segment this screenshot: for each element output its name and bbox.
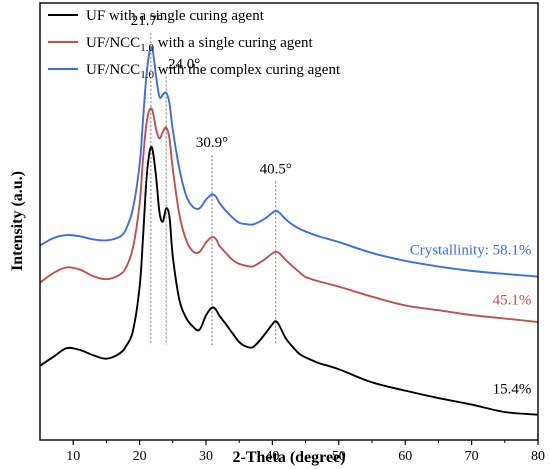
annotations: 21.7° 24.0° 30.9° 40.5° Crystallinity: 58.1%… (131, 13, 532, 398)
series-line-2 (39, 46, 539, 278)
series-line-1 (39, 107, 539, 323)
legend-label-suffix: with a single curing agent (154, 35, 314, 51)
x-tick-label-1: 20 (133, 449, 147, 464)
x-tick-label-3: 40 (265, 449, 279, 464)
plot-frame (39, 2, 539, 441)
peak-label-3: 40.5° (260, 161, 292, 177)
crystallinity-label-1: 45.1% (493, 293, 532, 309)
legend-label-1: UF/NCC1.0 with a single curing agent (86, 35, 313, 54)
legend-label-subscript: 1.0 (140, 69, 154, 81)
peak-label-0: 21.7° (131, 13, 163, 29)
x-tick-label-7: 80 (531, 449, 545, 464)
peak-label-2: 30.9° (196, 135, 228, 151)
x-tick-label-4: 50 (332, 449, 346, 464)
crystallinity-label-2: 15.4% (493, 382, 532, 398)
x-tick-label-6: 70 (465, 449, 479, 464)
peak-label-1: 24.0° (168, 57, 200, 73)
x-tick-label-5: 60 (398, 449, 412, 464)
y-axis-title: Intensity (a.u.) (9, 171, 26, 271)
series-line-0 (39, 145, 539, 416)
x-axis-title: 2-Theta (degree) (233, 449, 346, 466)
legend-label-prefix: UF with a single curing agent (86, 8, 265, 24)
legend-label-2: UF/NCC1.0 with the complex curing agent (86, 62, 341, 81)
x-tick-label-0: 10 (66, 449, 80, 464)
legend-label-subscript: 1.0 (140, 42, 154, 54)
crystallinity-label-0: Crystallinity: 58.1% (410, 242, 532, 258)
plot-area (39, 32, 539, 416)
legend-label-0: UF with a single curing agent (86, 8, 265, 24)
x-tick-label-2: 30 (199, 449, 213, 464)
legend-label-prefix: UF/NCC (86, 62, 140, 78)
legend-label-prefix: UF/NCC (86, 35, 140, 51)
legend-label-suffix: with the complex curing agent (154, 62, 341, 78)
x-axis: 10 20 30 40 50 60 70 80 (66, 440, 545, 464)
